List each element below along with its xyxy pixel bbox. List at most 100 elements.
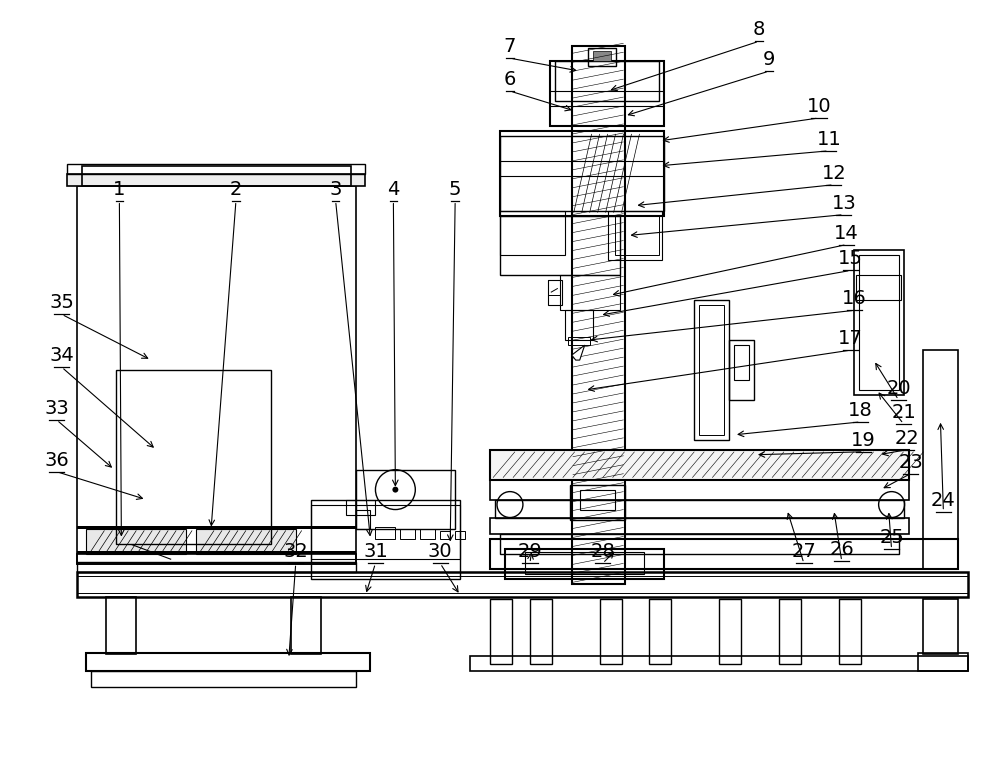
- Bar: [440, 531, 450, 540]
- Bar: [400, 530, 415, 540]
- Bar: [550, 61, 664, 126]
- Text: 18: 18: [848, 401, 873, 420]
- Bar: [86, 653, 370, 671]
- Text: 31: 31: [363, 542, 388, 561]
- Text: 25: 25: [879, 528, 904, 547]
- Bar: [923, 599, 958, 654]
- Bar: [490, 599, 512, 664]
- Text: 26: 26: [829, 541, 854, 559]
- Bar: [500, 534, 899, 554]
- Bar: [86, 530, 186, 554]
- Text: 20: 20: [886, 379, 911, 398]
- Bar: [106, 598, 136, 654]
- Text: 36: 36: [44, 450, 69, 470]
- Text: 33: 33: [44, 399, 69, 418]
- Bar: [77, 562, 356, 572]
- Bar: [694, 300, 729, 440]
- Text: 16: 16: [842, 290, 867, 308]
- Bar: [67, 174, 365, 186]
- Bar: [734, 345, 749, 380]
- Text: 34: 34: [49, 346, 74, 365]
- Text: 29: 29: [518, 542, 542, 561]
- Bar: [311, 504, 460, 559]
- Bar: [530, 599, 552, 664]
- Bar: [490, 517, 909, 534]
- Text: 30: 30: [428, 542, 453, 561]
- Bar: [291, 598, 321, 654]
- Bar: [588, 49, 616, 66]
- Bar: [490, 450, 909, 480]
- Bar: [77, 554, 356, 564]
- Bar: [82, 166, 351, 186]
- Bar: [500, 216, 620, 276]
- Bar: [600, 599, 622, 664]
- Bar: [779, 599, 801, 664]
- Text: 12: 12: [821, 164, 846, 182]
- Bar: [91, 671, 356, 687]
- Text: 11: 11: [816, 130, 841, 149]
- Bar: [470, 656, 968, 671]
- Text: 22: 22: [894, 429, 919, 448]
- Bar: [77, 527, 356, 530]
- Bar: [856, 276, 901, 300]
- Text: 24: 24: [931, 490, 956, 510]
- Bar: [356, 470, 455, 530]
- Bar: [505, 550, 664, 579]
- Bar: [116, 370, 271, 544]
- Text: 27: 27: [792, 542, 816, 561]
- Bar: [495, 500, 904, 517]
- Bar: [500, 136, 664, 211]
- Bar: [608, 211, 662, 260]
- Bar: [346, 500, 375, 514]
- Bar: [548, 280, 562, 305]
- Bar: [570, 484, 625, 520]
- Text: 14: 14: [834, 223, 859, 243]
- Bar: [311, 500, 460, 579]
- Bar: [525, 552, 644, 574]
- Bar: [420, 530, 435, 540]
- Bar: [649, 599, 671, 664]
- Bar: [615, 216, 659, 256]
- Text: 35: 35: [49, 293, 74, 313]
- Text: 17: 17: [838, 329, 863, 348]
- Text: 9: 9: [763, 50, 775, 69]
- Text: 5: 5: [449, 179, 461, 199]
- Text: 15: 15: [838, 249, 863, 269]
- Bar: [699, 305, 724, 435]
- Bar: [375, 527, 395, 540]
- Text: 8: 8: [753, 20, 765, 39]
- Bar: [923, 350, 958, 569]
- Bar: [565, 310, 593, 340]
- Text: 7: 7: [504, 37, 516, 56]
- Bar: [854, 250, 904, 395]
- Text: 19: 19: [851, 430, 876, 450]
- Bar: [839, 599, 861, 664]
- Text: 10: 10: [807, 97, 831, 116]
- Polygon shape: [572, 345, 585, 360]
- Bar: [555, 61, 659, 101]
- Text: 1: 1: [113, 179, 126, 199]
- Text: 23: 23: [898, 453, 923, 472]
- Text: 2: 2: [230, 179, 242, 199]
- Bar: [67, 164, 365, 174]
- Bar: [455, 531, 465, 540]
- Bar: [548, 280, 560, 296]
- Bar: [568, 337, 590, 345]
- Text: 21: 21: [891, 403, 916, 422]
- Bar: [500, 211, 565, 256]
- Bar: [77, 576, 968, 593]
- Bar: [77, 186, 356, 564]
- Bar: [580, 490, 615, 510]
- Text: 6: 6: [504, 70, 516, 89]
- Text: 32: 32: [283, 542, 308, 561]
- Bar: [490, 480, 909, 500]
- Bar: [356, 510, 370, 530]
- Text: 4: 4: [387, 179, 400, 199]
- Text: 13: 13: [831, 193, 856, 213]
- Bar: [572, 46, 625, 584]
- Bar: [560, 276, 620, 310]
- Bar: [490, 540, 958, 569]
- Circle shape: [392, 487, 398, 493]
- Bar: [719, 599, 741, 664]
- Bar: [859, 256, 899, 390]
